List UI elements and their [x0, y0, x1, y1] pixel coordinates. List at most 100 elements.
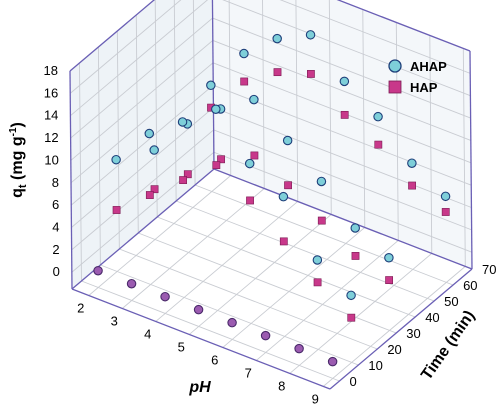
- frame-edge: [329, 268, 473, 390]
- y-tick-label: 60: [463, 278, 477, 293]
- data-point-hap: [385, 276, 394, 284]
- y-tick-label: 20: [387, 342, 401, 357]
- data-point-ahap: [327, 356, 338, 367]
- x-tick-label: 8: [278, 378, 285, 393]
- y-tick-label: 10: [368, 358, 382, 373]
- chart-legend: AHAP HAP: [388, 59, 447, 95]
- chart-tick-labels: 0 2 4 6 8 10 12 14 16 18 2 3 4 5 6 7 8 9 0 10 20 30 40 50 60 70: [44, 63, 497, 404]
- data-point-hap: [441, 208, 450, 216]
- data-point-hap: [284, 181, 292, 190]
- y-tick-label: 30: [406, 326, 420, 341]
- x-tick-label: 6: [211, 352, 218, 367]
- frame-edge: [336, 0, 471, 52]
- frame-edge: [69, 70, 73, 290]
- data-point-hap: [347, 313, 356, 322]
- data-point-hap: [250, 151, 259, 160]
- data-point-hap: [351, 252, 360, 260]
- data-point-ahap: [312, 255, 323, 265]
- chart-floor: [72, 169, 472, 389]
- data-point-ahap: [193, 304, 204, 315]
- data-point-ahap: [93, 265, 103, 276]
- chart-left-wall: [70, 0, 214, 289]
- data-point-hap: [179, 176, 187, 184]
- z-axis-title: qt (mg g-1): [8, 122, 29, 198]
- data-point-hap: [313, 278, 322, 287]
- data-point-hap: [240, 77, 249, 86]
- z-axis-title-sup: -1: [8, 127, 19, 136]
- data-point-hap: [145, 191, 154, 199]
- data-point-ahap: [227, 317, 237, 328]
- data-point-ahap: [350, 223, 360, 233]
- legend-marker-ahap: [388, 59, 402, 73]
- data-point-ahap: [211, 104, 221, 114]
- data-point-hap: [279, 237, 288, 246]
- z-tick-label: 18: [44, 63, 58, 78]
- data-point-ahap: [160, 291, 170, 302]
- z-axis-title-sub: t: [17, 184, 29, 188]
- data-point-hap: [183, 170, 192, 179]
- data-point-ahap: [278, 191, 289, 202]
- data-point-ahap: [144, 128, 155, 139]
- z-tick-label: 4: [52, 220, 59, 235]
- x-tick-label: 9: [312, 391, 319, 404]
- z-tick-label: 0: [53, 264, 60, 279]
- data-point-ahap: [111, 154, 121, 165]
- z-tick-label: 12: [44, 130, 58, 145]
- data-point-hap: [246, 196, 254, 205]
- z-tick-label: 2: [52, 242, 59, 257]
- y-tick-label: 40: [425, 310, 439, 325]
- x-tick-label: 3: [111, 313, 118, 328]
- legend-label-ahap: AHAP: [410, 59, 447, 74]
- z-tick-label: 10: [44, 152, 58, 167]
- data-point-ahap: [249, 94, 259, 105]
- y-tick-label: 50: [444, 294, 458, 309]
- y-tick-label: 70: [482, 262, 496, 277]
- data-point-ahap: [206, 80, 216, 91]
- z-axis-title-units: (mg g: [9, 136, 26, 184]
- data-point-ahap: [346, 290, 356, 301]
- data-point-ahap: [177, 117, 188, 127]
- data-point-hap: [374, 140, 383, 149]
- data-point-hap: [340, 110, 349, 119]
- z-tick-label: 8: [52, 175, 59, 190]
- data-point-ahap: [339, 76, 350, 87]
- data-point-hap: [317, 216, 326, 225]
- chart-walls: [70, 0, 472, 389]
- data-point-ahap: [272, 33, 282, 44]
- data-point-ahap: [126, 278, 137, 289]
- data-point-ahap: [294, 343, 304, 354]
- data-point-ahap: [282, 135, 293, 146]
- x-tick-label: 7: [245, 365, 252, 380]
- data-point-ahap: [384, 252, 394, 263]
- frame-edge: [71, 288, 331, 390]
- data-point-ahap: [407, 158, 417, 168]
- legend-marker-hap: [388, 80, 402, 94]
- x-tick-label: 2: [77, 300, 84, 315]
- chart-points: [93, 30, 451, 367]
- frame-edge: [211, 0, 215, 170]
- data-point-hap: [112, 206, 121, 214]
- data-point-ahap: [149, 145, 159, 155]
- z-tick-label: 6: [52, 197, 59, 212]
- frame-edge: [69, 0, 156, 72]
- data-point-ahap: [239, 48, 249, 59]
- y-tick-label: 0: [349, 374, 356, 389]
- data-point-ahap: [260, 330, 271, 341]
- data-point-ahap: [244, 158, 255, 169]
- x-axis-title: pH: [188, 379, 211, 396]
- data-point-ahap: [440, 191, 451, 202]
- x-tick-label: 5: [178, 339, 185, 354]
- data-point-hap: [217, 155, 225, 164]
- data-point-ahap: [305, 30, 316, 40]
- frame-edge: [469, 50, 473, 270]
- z-tick-label: 16: [44, 85, 58, 100]
- data-point-ahap: [373, 111, 383, 122]
- z-axis-title-close: ): [9, 122, 26, 127]
- chart-frame: [69, 0, 473, 390]
- data-point-ahap: [316, 176, 327, 187]
- frame-edge: [213, 168, 473, 270]
- data-point-hap: [273, 68, 282, 77]
- z-tick-label: 14: [44, 108, 58, 123]
